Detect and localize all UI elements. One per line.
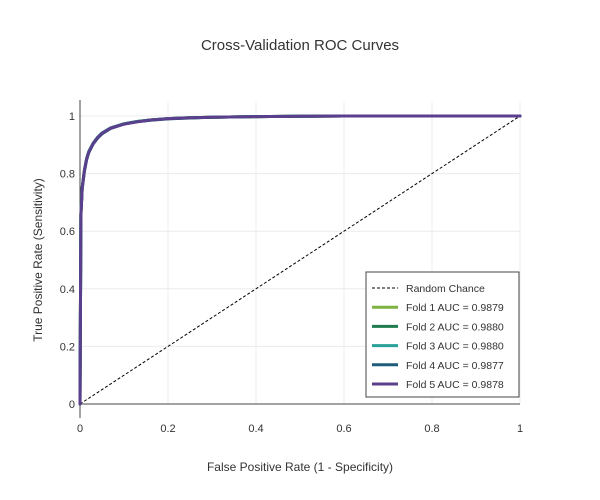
y-tick-label: 0.6 xyxy=(60,226,75,238)
random-chance-line xyxy=(79,115,521,405)
legend-box xyxy=(365,271,520,398)
legend-label-fold-4: Fold 4 AUC = 0.9877 xyxy=(406,360,504,372)
y-tick-label: 1 xyxy=(69,111,75,123)
y-tick-label: 0.2 xyxy=(60,341,75,353)
x-axis-title: False Positive Rate (1 - Specificity) xyxy=(207,460,393,474)
tick-labels: 0 0.2 0.4 0.6 0.8 1 0 0.2 0.4 0.6 0.8 1 xyxy=(60,111,523,435)
roc-curve-fold-5 xyxy=(78,114,522,406)
x-tick-label: 0.4 xyxy=(248,423,263,435)
x-tick-label: 0 xyxy=(77,423,83,435)
y-tick-label: 0.8 xyxy=(60,169,75,181)
legend-label-fold-1: Fold 1 AUC = 0.9879 xyxy=(406,302,504,314)
legend-label-random-chance: Random Chance xyxy=(406,283,485,295)
x-tick-label: 0.8 xyxy=(424,423,439,435)
x-tick-label: 1 xyxy=(517,423,523,435)
x-tick-label: 0.2 xyxy=(160,423,175,435)
legend-label-fold-2: Fold 2 AUC = 0.9880 xyxy=(406,321,504,333)
x-tick-label: 0.6 xyxy=(336,423,351,435)
legend-label-fold-3: Fold 3 AUC = 0.9880 xyxy=(406,341,504,353)
y-tick-label: 0.4 xyxy=(60,284,75,296)
y-axis-title: True Positive Rate (Sensitivity) xyxy=(31,178,45,342)
plot-area xyxy=(78,114,522,406)
legend-label-fold-5: Fold 5 AUC = 0.9878 xyxy=(406,379,504,391)
y-tick-label: 0 xyxy=(69,399,75,411)
legend: Random Chance Fold 1 AUC = 0.9879 Fold 2 A… xyxy=(365,271,520,398)
chart-title: Cross-Validation ROC Curves xyxy=(201,37,399,54)
